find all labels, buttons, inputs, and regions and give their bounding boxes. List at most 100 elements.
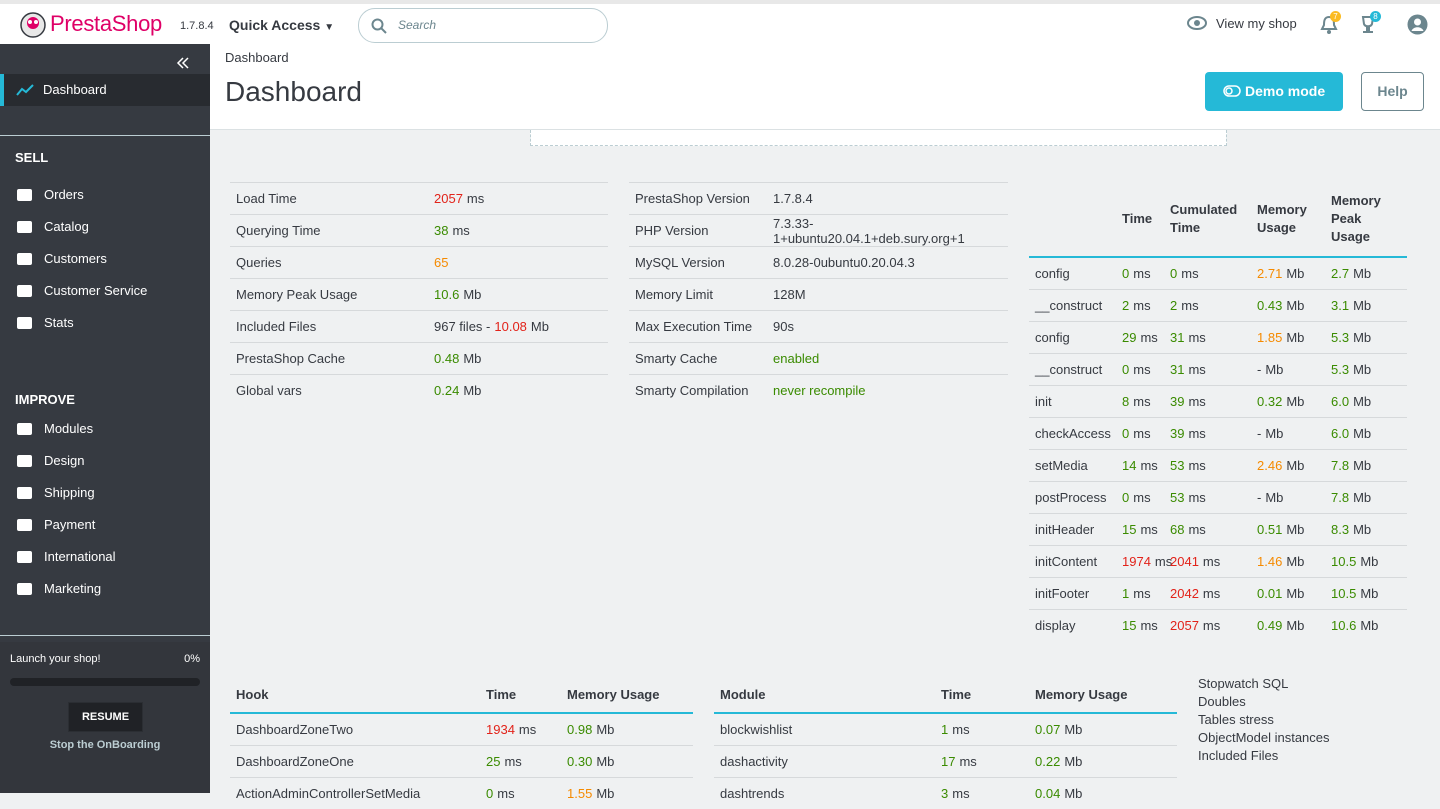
search-icon	[371, 18, 387, 34]
view-shop-link[interactable]: View my shop	[1216, 16, 1297, 31]
debug-link[interactable]: Tables stress	[1198, 711, 1330, 729]
cell: enabled	[767, 343, 1008, 375]
user-icon[interactable]	[1407, 14, 1428, 35]
cell-text: Mb	[463, 287, 481, 302]
nav-item[interactable]: Customers	[0, 243, 210, 275]
resume-button[interactable]: RESUME	[68, 702, 143, 732]
cell-text: Mb	[1064, 786, 1082, 801]
breadcrumb[interactable]: Dashboard	[225, 50, 289, 65]
nav-item[interactable]: Modules	[0, 413, 210, 445]
nav-item[interactable]: Stats	[0, 307, 210, 339]
cell-text: 90s	[773, 319, 794, 334]
nav-item[interactable]: Catalog	[0, 211, 210, 243]
cell-text: ms	[1133, 266, 1150, 281]
cell-text: Mb	[1286, 586, 1304, 601]
cell-text: 1.7.8.4	[773, 191, 813, 206]
search-box[interactable]: Search	[358, 8, 608, 43]
demo-mode-button[interactable]: Demo mode	[1205, 72, 1343, 111]
nav-item[interactable]: Design	[0, 445, 210, 477]
quick-access[interactable]: Quick Access ▼	[229, 17, 334, 33]
cell-text: 7.8	[1331, 490, 1349, 505]
nav-item-active[interactable]: Dashboard	[0, 74, 210, 106]
row-label: DashboardZoneOne	[230, 746, 480, 778]
nav-icon	[16, 283, 33, 299]
nav-label: Modules	[44, 413, 93, 445]
cell-text: 2	[1170, 298, 1177, 313]
nav-label: Orders	[44, 179, 84, 211]
cell-text: ms	[1188, 394, 1205, 409]
cell: 8.0.28-0ubuntu0.20.04.3	[767, 247, 1008, 279]
cell-text: Mb	[463, 351, 481, 366]
cell-text: Mb	[1353, 266, 1371, 281]
nav-icon	[16, 315, 33, 331]
cell-text: ms	[1188, 426, 1205, 441]
nav-item[interactable]: Customer Service	[0, 275, 210, 307]
stop-onboarding[interactable]: Stop the OnBoarding	[0, 739, 210, 751]
cell-text: Mb	[1353, 426, 1371, 441]
nav-item[interactable]: Orders	[0, 179, 210, 211]
cell-text: 0	[1122, 490, 1129, 505]
page-header: Dashboard Dashboard Demo mode Help	[210, 44, 1440, 130]
nav-item[interactable]: Payment	[0, 509, 210, 541]
row-label: postProcess	[1029, 482, 1116, 514]
demo-mode-label: Demo mode	[1245, 72, 1325, 111]
cell-text: Mb	[1353, 394, 1371, 409]
row-label: config	[1029, 257, 1116, 290]
cell-text: Mb	[596, 722, 614, 737]
collapse-icon[interactable]	[176, 57, 190, 69]
cell-text: 0.24	[434, 383, 459, 398]
cell-text: 2.71	[1257, 266, 1282, 281]
nav-icon	[16, 517, 33, 533]
top-bar: PrestaShop 1.7.8.4 Quick Access ▼ Search…	[0, 0, 1440, 44]
cell-text: 68	[1170, 522, 1184, 537]
header-cell	[1029, 182, 1116, 257]
row-label: config	[1029, 322, 1116, 354]
header-cell: Memory Usage	[561, 678, 693, 713]
cell-text: ms	[1181, 266, 1198, 281]
debug-link[interactable]: Doubles	[1198, 693, 1330, 711]
debug-link[interactable]: Stopwatch SQL	[1198, 675, 1330, 693]
cell: -Mb	[1251, 482, 1325, 514]
cell-text: 8.3	[1331, 522, 1349, 537]
nav-item[interactable]: Marketing	[0, 573, 210, 605]
cell: 1.7.8.4	[767, 183, 1008, 215]
nav-item[interactable]: Shipping	[0, 477, 210, 509]
debug-link[interactable]: Included Files	[1198, 747, 1330, 765]
cell-text: ms	[1188, 362, 1205, 377]
notification-badge: 7	[1330, 11, 1341, 22]
cell-text: Mb	[1064, 754, 1082, 769]
cell-text: 25	[486, 754, 500, 769]
cell-text: Mb	[531, 319, 549, 334]
nav-item[interactable]: International	[0, 541, 210, 573]
onboarding: Launch your shop! 0% RESUME Stop the OnB…	[0, 642, 210, 793]
debug-link[interactable]: ObjectModel instances	[1198, 729, 1330, 747]
help-button[interactable]: Help	[1361, 72, 1424, 111]
